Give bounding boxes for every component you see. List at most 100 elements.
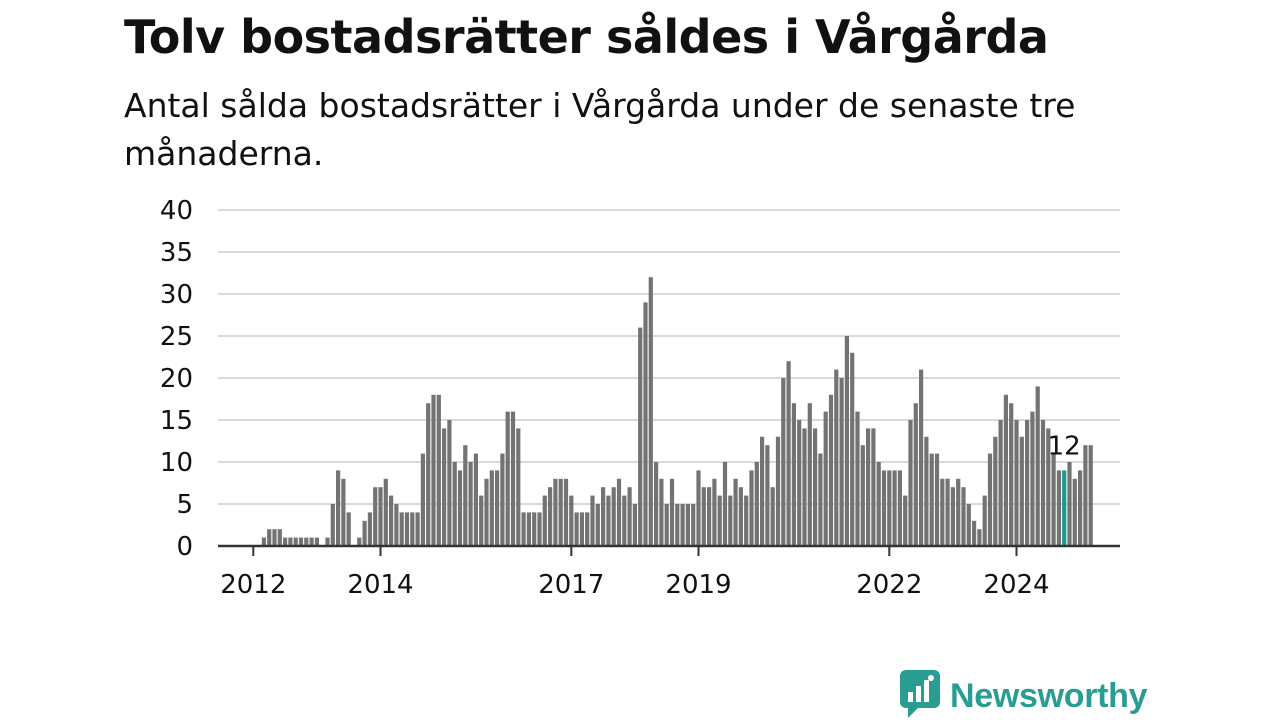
bar (940, 478, 945, 546)
bar (950, 487, 955, 546)
bar (468, 462, 473, 546)
bar (563, 478, 569, 546)
bar (1035, 386, 1040, 546)
bar (924, 436, 929, 546)
y-tick-label: 40 (160, 196, 193, 226)
bar (717, 495, 722, 546)
bar (404, 512, 410, 546)
bar (447, 420, 452, 546)
y-tick-label: 35 (160, 238, 193, 268)
bar (892, 470, 897, 546)
bar (977, 529, 982, 546)
bar (261, 537, 266, 546)
y-tick-label: 20 (160, 364, 193, 394)
bar (961, 487, 966, 546)
bar (611, 487, 616, 546)
bar (998, 420, 1003, 546)
newsworthy-logo: Newsworthy (900, 670, 1148, 722)
bar (495, 470, 500, 546)
bar (526, 512, 531, 546)
bar (929, 453, 934, 546)
bar (569, 495, 574, 546)
bar (585, 512, 590, 546)
bar (579, 512, 584, 546)
bar (399, 512, 404, 546)
y-tick-label: 0 (176, 532, 193, 562)
bar (987, 453, 993, 546)
bar (638, 327, 643, 546)
bar (744, 495, 749, 546)
y-tick-label: 30 (160, 280, 193, 310)
bar (760, 436, 765, 546)
brand-name: Newsworthy (950, 676, 1148, 715)
bar (537, 512, 542, 546)
bar (484, 478, 489, 546)
bars (261, 277, 1093, 546)
bar (797, 420, 802, 546)
bar (272, 529, 277, 546)
bar-chart-speech-bubble-icon (900, 670, 940, 722)
bar (426, 403, 431, 546)
bar (881, 470, 887, 546)
bar (982, 495, 987, 546)
bar (680, 504, 685, 546)
bar (548, 487, 553, 546)
bar (420, 453, 425, 546)
bar (479, 495, 484, 546)
bar (489, 470, 494, 546)
page-subtitle: Antal sålda bostadsrätter i Vårgårda und… (124, 86, 1076, 173)
bar (1056, 470, 1061, 546)
bar (913, 403, 918, 546)
bar (823, 411, 828, 546)
bar (643, 302, 648, 546)
bar (325, 537, 330, 546)
x-tick-label: 2017 (538, 570, 604, 600)
bar (590, 495, 595, 546)
bar (521, 512, 526, 546)
bar (685, 504, 690, 546)
bar (457, 470, 463, 546)
bar (834, 369, 839, 546)
bar (1014, 420, 1019, 546)
bar (288, 537, 293, 546)
bar (945, 478, 950, 546)
bar (850, 352, 855, 546)
bar (542, 495, 547, 546)
bar (314, 537, 319, 546)
bar (844, 336, 849, 546)
bar (293, 537, 298, 546)
grid-lines (218, 209, 1120, 505)
bar (956, 478, 961, 546)
bar (383, 478, 388, 546)
bar (532, 512, 537, 546)
bar (309, 537, 314, 546)
bar (516, 428, 521, 546)
y-tick-label: 15 (160, 406, 193, 436)
bar (839, 378, 844, 546)
bar (786, 361, 791, 546)
bar (669, 478, 675, 546)
bar (1088, 445, 1093, 546)
bar (855, 411, 860, 546)
bar (1078, 470, 1083, 546)
bar (664, 504, 669, 546)
bar (1046, 428, 1051, 546)
bar (298, 537, 304, 546)
bar (558, 478, 563, 546)
bar (389, 495, 394, 546)
bar (860, 445, 865, 546)
bar (903, 495, 908, 546)
bar (595, 504, 600, 546)
bar (1025, 420, 1030, 546)
bar (394, 504, 399, 546)
bar (781, 378, 786, 546)
annotations: 12 (1048, 431, 1081, 461)
bar (1019, 436, 1024, 546)
x-axis-tick-labels: 2012 2014 2017 2019 2022 2024 (220, 546, 1050, 600)
bar (770, 487, 775, 546)
bar (336, 470, 341, 546)
bar (993, 436, 998, 546)
bar (749, 470, 754, 546)
bar (908, 420, 913, 546)
bar (553, 478, 558, 546)
